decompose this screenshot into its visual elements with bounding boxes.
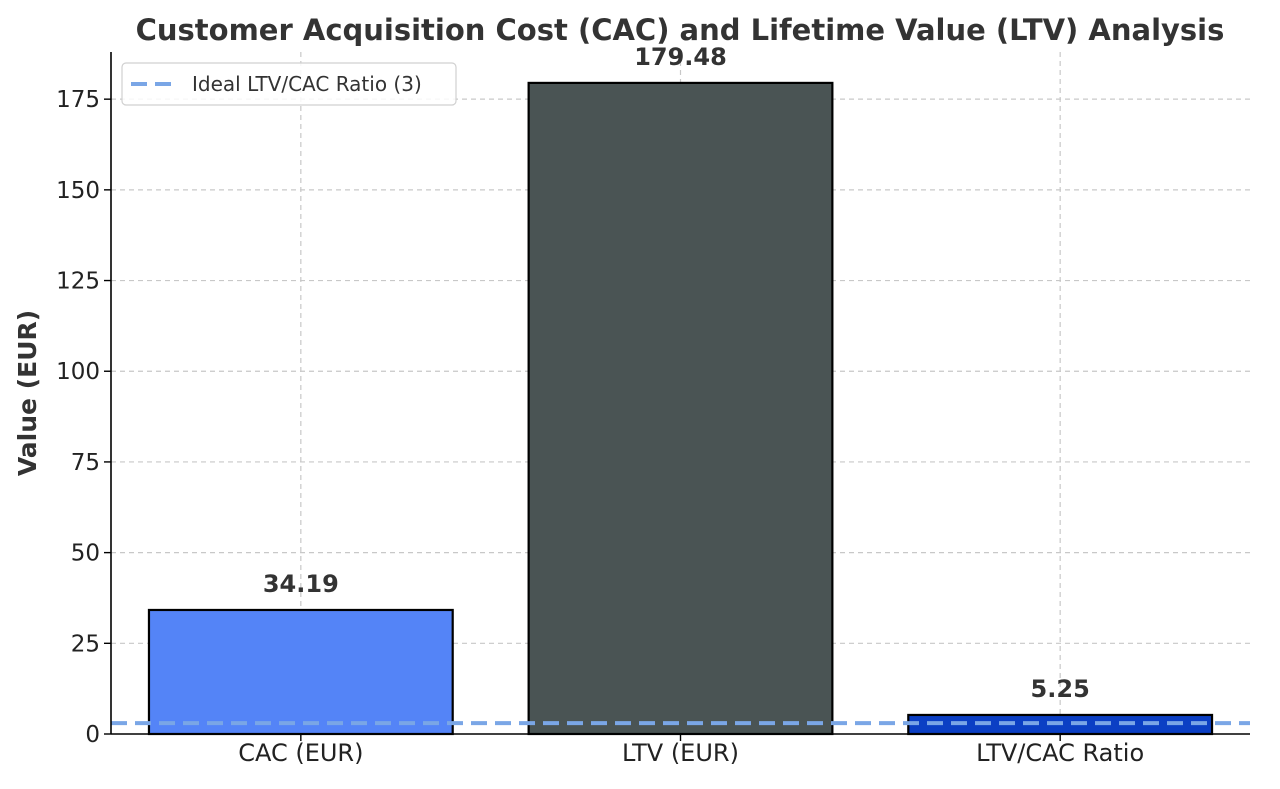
y-tick-label: 175 bbox=[56, 87, 100, 113]
data-label: 34.19 bbox=[263, 570, 339, 598]
axes bbox=[104, 52, 1250, 741]
bar bbox=[147, 608, 454, 736]
y-tick-label: 150 bbox=[56, 178, 100, 204]
y-tick-label: 50 bbox=[71, 541, 100, 567]
x-tick-label: CAC (EUR) bbox=[238, 739, 363, 767]
labels: 0 25 50 75 100 125 150 175 CAC (EUR) LTV (EUR) LTV… bbox=[56, 43, 1144, 767]
y-tick-label: 0 bbox=[85, 722, 100, 748]
legend-entry: Ideal LTV/CAC Ratio (3) bbox=[192, 72, 422, 96]
legend-box bbox=[121, 62, 457, 106]
chart-title: Customer Acquisition Cost (CAC) and Life… bbox=[136, 13, 1225, 47]
y-tick-label: 125 bbox=[56, 269, 100, 295]
y-tick-label: 75 bbox=[71, 450, 100, 476]
bars bbox=[147, 81, 1214, 736]
y-axis-label: Value (EUR) bbox=[13, 310, 42, 476]
data-label: 179.48 bbox=[634, 43, 727, 71]
y-tick-label: 100 bbox=[56, 359, 100, 385]
x-tick-label: LTV (EUR) bbox=[622, 739, 739, 767]
bar bbox=[527, 81, 834, 736]
data-label: 5.25 bbox=[1031, 675, 1090, 703]
legend: Ideal LTV/CAC Ratio (3) bbox=[121, 62, 457, 106]
x-tick-label: LTV/CAC Ratio bbox=[976, 739, 1144, 767]
y-tick-label: 25 bbox=[71, 631, 100, 657]
